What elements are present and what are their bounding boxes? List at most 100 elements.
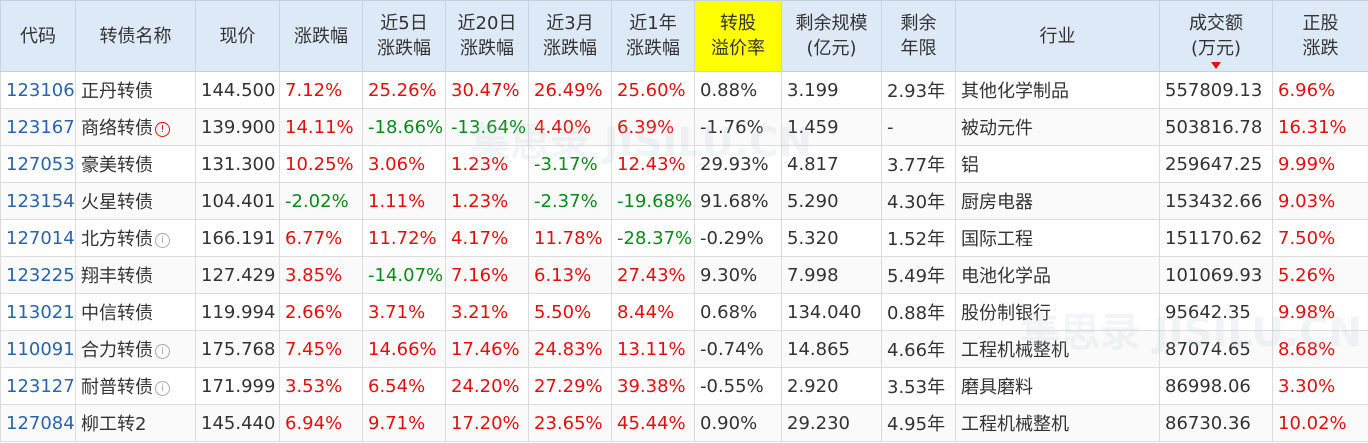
change-text: 3.53%	[285, 375, 343, 397]
volume-cell: 259647.25	[1159, 145, 1273, 183]
bond-name-cell[interactable]: 合力转债 i	[75, 330, 196, 368]
remaining-years-cell: 2.93年	[881, 71, 956, 109]
col-name[interactable]: 转债名称	[75, 0, 196, 72]
bond-name-cell[interactable]: 火星转债	[75, 182, 196, 220]
change-1y-cell: 45.44%	[611, 404, 695, 442]
stock-change-cell: 10.02%	[1272, 404, 1368, 442]
price-cell: 145.440	[195, 404, 280, 442]
table-row[interactable]: 110091 合力转债 i 175.768 7.45% 14.66% 17.46% 24.83…	[0, 330, 1368, 368]
change-text: 6.77%	[285, 227, 343, 249]
bond-name-cell[interactable]: 北方转债 i	[75, 219, 196, 257]
change-1y-text: 13.11%	[617, 338, 686, 360]
col-remaining-years[interactable]: 剩余 年限	[881, 0, 956, 72]
stock-change-text: 7.50%	[1278, 227, 1336, 249]
price-text: 139.900	[201, 116, 276, 138]
change-20d-cell: 3.21%	[445, 293, 529, 331]
bond-code-cell[interactable]: 123106	[0, 71, 76, 109]
bond-code-cell[interactable]: 127084	[0, 404, 76, 442]
change-5d-text: 14.66%	[368, 338, 437, 360]
col-industry[interactable]: 行业	[955, 0, 1160, 72]
change-20d-text: 1.23%	[451, 153, 509, 175]
col-code[interactable]: 代码	[0, 0, 76, 72]
col-price[interactable]: 现价	[195, 0, 280, 72]
bond-name-cell[interactable]: 柳工转2	[75, 404, 196, 442]
change-20d-cell: 17.20%	[445, 404, 529, 442]
table-row[interactable]: 127053 豪美转债 131.300 10.25% 3.06% 1.23% -3.17% 1…	[0, 145, 1368, 183]
col-premium[interactable]: 转股 溢价率	[694, 0, 782, 72]
stock-change-text: 5.26%	[1278, 264, 1336, 286]
stock-change-cell: 16.31%	[1272, 108, 1368, 146]
bond-code-cell[interactable]: 123154	[0, 182, 76, 220]
bond-code-cell[interactable]: 123167	[0, 108, 76, 146]
change-1y-text: 45.44%	[617, 412, 686, 434]
remaining-years-cell: 4.95年	[881, 404, 956, 442]
bond-name-cell[interactable]: 耐普转债 i	[75, 367, 196, 405]
bond-code-text: 110091	[6, 338, 75, 360]
industry-cell: 铝	[955, 145, 1160, 183]
col-volume[interactable]: 成交额 (万元)	[1159, 0, 1273, 72]
table-row[interactable]: 123154 火星转债 104.401 -2.02% 1.11% 1.23% -2.37% -…	[0, 182, 1368, 220]
table-row[interactable]: 123127 耐普转债 i 171.999 3.53% 6.54% 24.20% 27.29%…	[0, 367, 1368, 405]
remaining-size-cell: 5.320	[781, 219, 882, 257]
bond-code-cell[interactable]: 127053	[0, 145, 76, 183]
change-5d-cell: 14.66%	[362, 330, 446, 368]
change-20d-text: 17.20%	[451, 412, 520, 434]
premium-cell: -0.55%	[694, 367, 782, 405]
change-5d-text: -14.07%	[368, 264, 444, 286]
change-3m-cell: 23.65%	[528, 404, 612, 442]
stock-change-cell: 5.26%	[1272, 256, 1368, 294]
sort-down-icon[interactable]	[1211, 62, 1221, 69]
premium-cell: 0.68%	[694, 293, 782, 331]
change-20d-cell: 17.46%	[445, 330, 529, 368]
col-change-5d[interactable]: 近5日 涨跌幅	[362, 0, 446, 72]
industry-text: 被动元件	[961, 118, 1033, 139]
bond-name-cell[interactable]: 正丹转债	[75, 71, 196, 109]
bond-code-cell[interactable]: 127014	[0, 219, 76, 257]
alert-icon[interactable]: !	[155, 121, 170, 137]
change-cell: 2.66%	[279, 293, 363, 331]
info-icon[interactable]: i	[155, 343, 170, 359]
col-change-3m[interactable]: 近3月 涨跌幅	[528, 0, 612, 72]
bond-code-text: 123127	[6, 375, 75, 397]
bond-name-cell[interactable]: 豪美转债	[75, 145, 196, 183]
stock-change-cell: 7.50%	[1272, 219, 1368, 257]
bond-name-text: 柳工转2	[81, 414, 147, 435]
change-1y-cell: -28.37%	[611, 219, 695, 257]
change-text: -2.02%	[285, 190, 349, 212]
change-3m-text: 11.78%	[534, 227, 603, 249]
table-row[interactable]: 127084 柳工转2 145.440 6.94% 9.71% 17.20% 23.65% 4…	[0, 404, 1368, 442]
col-stock-change[interactable]: 正股 涨跌	[1272, 0, 1368, 72]
bond-code-text: 123167	[6, 116, 75, 138]
change-20d-cell: -13.64%	[445, 108, 529, 146]
table-row[interactable]: 123225 翔丰转债 127.429 3.85% -14.07% 7.16% 6.13% 2…	[0, 256, 1368, 294]
bond-code-cell[interactable]: 123127	[0, 367, 76, 405]
col-change-1y[interactable]: 近1年 涨跌幅	[611, 0, 695, 72]
change-cell: 3.85%	[279, 256, 363, 294]
bond-code-cell[interactable]: 123225	[0, 256, 76, 294]
table-row[interactable]: 113021 中信转债 119.994 2.66% 3.71% 3.21% 5.50% 8.4…	[0, 293, 1368, 331]
change-20d-cell: 24.20%	[445, 367, 529, 405]
industry-text: 工程机械整机	[961, 414, 1069, 435]
price-text: 175.768	[201, 338, 276, 360]
change-20d-text: 30.47%	[451, 79, 520, 101]
table-row[interactable]: 123167 商络转债! 139.900 14.11% -18.66% -13.64% 4.…	[0, 108, 1368, 146]
bond-code-cell[interactable]: 113021	[0, 293, 76, 331]
remaining-size-text: 14.865	[787, 338, 850, 360]
col-remaining-size[interactable]: 剩余规模 (亿元)	[781, 0, 882, 72]
col-change-20d[interactable]: 近20日 涨跌幅	[445, 0, 529, 72]
info-icon[interactable]: i	[155, 380, 170, 396]
change-3m-text: 26.49%	[534, 79, 603, 101]
bond-name-cell[interactable]: 商络转债!	[75, 108, 196, 146]
bond-code-cell[interactable]: 110091	[0, 330, 76, 368]
bond-name-text: 耐普转债	[81, 377, 153, 398]
col-change[interactable]: 涨跌幅	[279, 0, 363, 72]
bond-name-cell[interactable]: 中信转债	[75, 293, 196, 331]
bond-name-cell[interactable]: 翔丰转债	[75, 256, 196, 294]
table-row[interactable]: 123106 正丹转债 144.500 7.12% 25.26% 30.47% 26.49%…	[0, 71, 1368, 109]
change-20d-text: -13.64%	[451, 116, 527, 138]
change-text: 14.11%	[285, 116, 354, 138]
info-icon[interactable]: i	[155, 232, 170, 248]
price-cell: 119.994	[195, 293, 280, 331]
table-row[interactable]: 127014 北方转债 i 166.191 6.77% 11.72% 4.17% 11.78%…	[0, 219, 1368, 257]
remaining-years-text: 1.52年	[887, 229, 946, 250]
